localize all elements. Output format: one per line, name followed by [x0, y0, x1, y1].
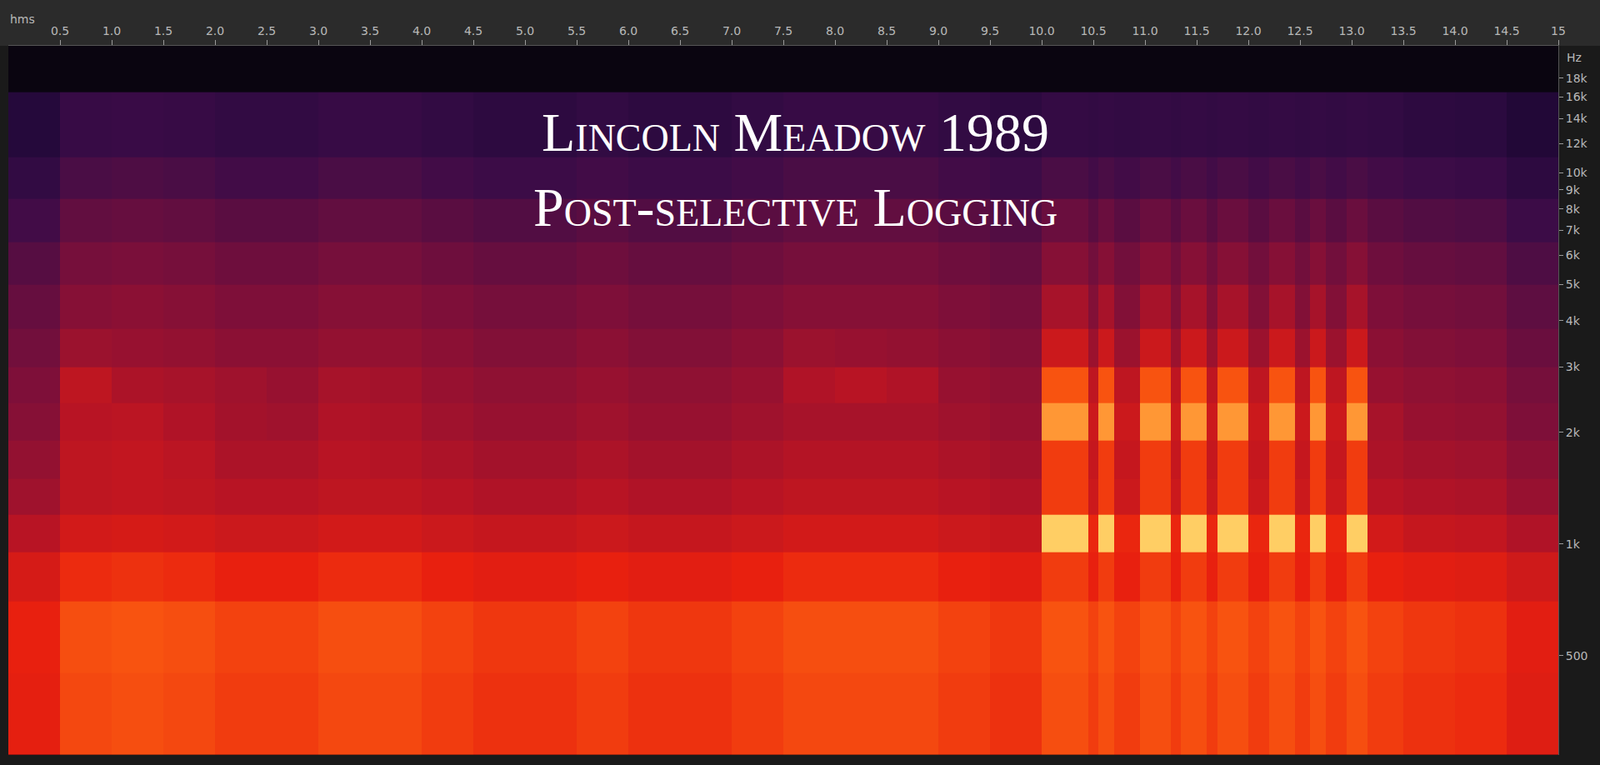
svg-text:4k: 4k — [1565, 314, 1581, 328]
svg-text:10k: 10k — [1565, 165, 1589, 180]
svg-text:14k: 14k — [1565, 111, 1589, 125]
svg-text:13.5: 13.5 — [1390, 24, 1416, 38]
svg-text:7.5: 7.5 — [774, 24, 793, 38]
svg-text:8k: 8k — [1565, 202, 1581, 216]
svg-text:4.5: 4.5 — [464, 24, 483, 38]
svg-text:7k: 7k — [1565, 223, 1581, 237]
svg-text:8.5: 8.5 — [877, 24, 896, 38]
svg-text:6.0: 6.0 — [619, 24, 638, 38]
svg-text:12.0: 12.0 — [1235, 24, 1261, 38]
svg-text:13.0: 13.0 — [1338, 24, 1365, 38]
svg-text:6k: 6k — [1565, 248, 1581, 262]
svg-text:3.5: 3.5 — [360, 24, 380, 38]
svg-text:5k: 5k — [1565, 277, 1581, 291]
svg-text:11.0: 11.0 — [1131, 24, 1158, 38]
svg-text:2.0: 2.0 — [205, 24, 225, 38]
svg-text:11.5: 11.5 — [1183, 24, 1210, 38]
svg-text:5.0: 5.0 — [515, 24, 535, 38]
svg-text:15: 15 — [1550, 24, 1566, 38]
svg-text:hms: hms — [10, 12, 35, 26]
svg-text:2k: 2k — [1565, 425, 1581, 440]
svg-text:2.5: 2.5 — [257, 24, 276, 38]
svg-text:5.5: 5.5 — [567, 24, 586, 38]
svg-text:7.0: 7.0 — [722, 24, 741, 38]
svg-text:9.0: 9.0 — [929, 24, 948, 38]
svg-text:9.5: 9.5 — [980, 24, 1000, 38]
svg-text:4.0: 4.0 — [412, 24, 431, 38]
svg-text:500: 500 — [1565, 649, 1589, 663]
svg-text:1k: 1k — [1565, 537, 1581, 551]
svg-text:14.5: 14.5 — [1493, 24, 1520, 38]
svg-text:10.0: 10.0 — [1028, 24, 1055, 38]
svg-text:Hz: Hz — [1566, 50, 1582, 65]
svg-text:1.5: 1.5 — [154, 24, 173, 38]
svg-text:9k: 9k — [1565, 183, 1581, 197]
svg-text:18k: 18k — [1565, 71, 1589, 85]
svg-text:16k: 16k — [1565, 90, 1589, 104]
svg-text:8.0: 8.0 — [825, 24, 845, 38]
svg-text:12.5: 12.5 — [1286, 24, 1313, 38]
svg-text:14.0: 14.0 — [1441, 24, 1468, 38]
svg-text:12k: 12k — [1565, 136, 1589, 150]
svg-text:3k: 3k — [1565, 360, 1581, 374]
svg-text:0.5: 0.5 — [50, 24, 70, 38]
svg-text:6.5: 6.5 — [670, 24, 690, 38]
svg-text:Lincoln Meadow 1989: Lincoln Meadow 1989 — [541, 101, 1050, 163]
svg-text:10.5: 10.5 — [1080, 24, 1106, 38]
svg-text:3.0: 3.0 — [309, 24, 328, 38]
svg-text:1.0: 1.0 — [102, 24, 121, 38]
svg-text:Post-selective Logging: Post-selective Logging — [533, 176, 1058, 238]
